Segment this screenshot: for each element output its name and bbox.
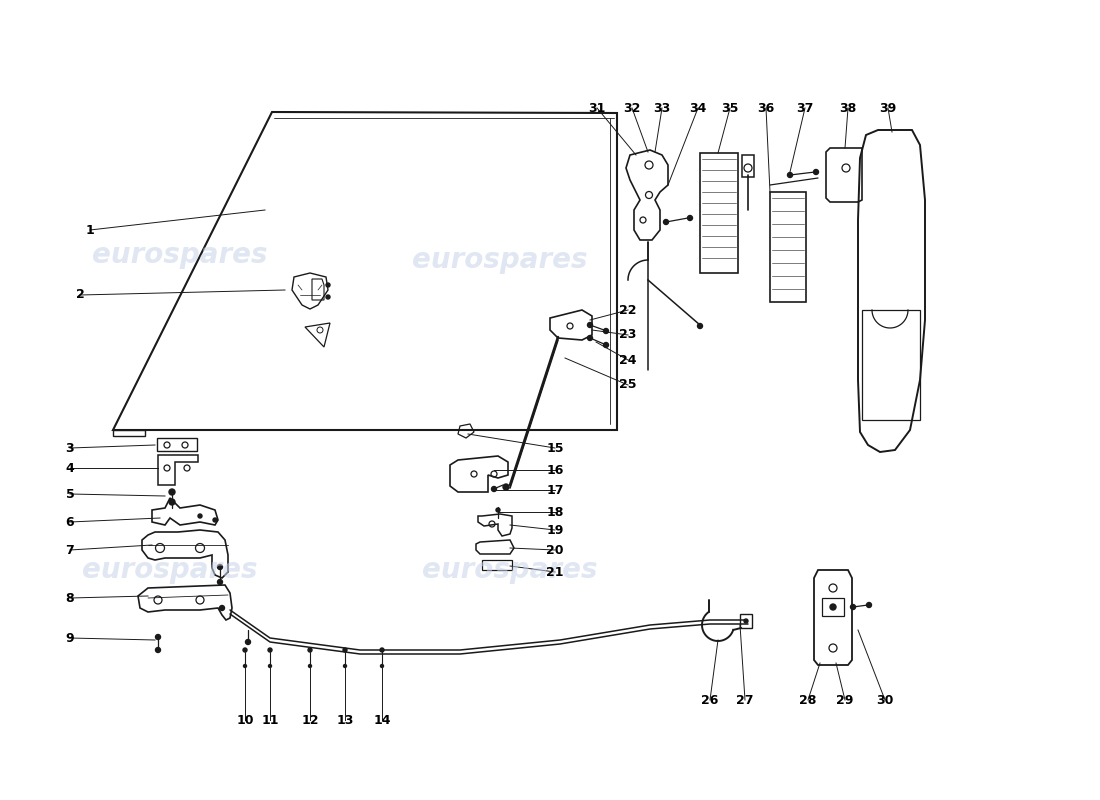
Text: 16: 16 [547, 463, 563, 477]
Text: 4: 4 [66, 462, 75, 474]
Circle shape [343, 665, 346, 667]
Circle shape [326, 283, 330, 287]
Circle shape [744, 619, 748, 623]
Circle shape [814, 170, 818, 174]
Circle shape [268, 665, 272, 667]
Circle shape [326, 295, 330, 299]
Text: 37: 37 [796, 102, 814, 114]
Text: 23: 23 [619, 329, 637, 342]
Text: 39: 39 [879, 102, 896, 114]
Text: 24: 24 [619, 354, 637, 366]
Circle shape [587, 335, 593, 341]
Circle shape [155, 634, 161, 639]
Circle shape [155, 647, 161, 653]
Text: 17: 17 [547, 483, 563, 497]
Text: 36: 36 [758, 102, 774, 114]
Text: 21: 21 [547, 566, 563, 578]
Text: 15: 15 [547, 442, 563, 454]
Circle shape [688, 215, 693, 221]
Bar [157, 438, 197, 451]
Circle shape [218, 579, 222, 585]
Bar [742, 155, 754, 177]
Circle shape [788, 173, 792, 178]
Circle shape [496, 508, 500, 512]
Text: 18: 18 [547, 506, 563, 518]
Circle shape [308, 648, 312, 652]
Circle shape [218, 565, 222, 570]
Text: 1: 1 [86, 223, 95, 237]
Text: 10: 10 [236, 714, 254, 726]
Text: 22: 22 [619, 303, 637, 317]
Circle shape [503, 484, 509, 490]
Circle shape [381, 665, 384, 667]
Bar [700, 153, 738, 273]
Text: 7: 7 [66, 543, 75, 557]
Text: 8: 8 [66, 591, 75, 605]
Text: 3: 3 [66, 442, 75, 454]
Circle shape [169, 499, 175, 505]
Text: 2: 2 [76, 289, 85, 302]
Text: 28: 28 [800, 694, 816, 706]
Bar [740, 614, 752, 628]
Circle shape [379, 648, 384, 652]
Circle shape [268, 648, 272, 652]
Circle shape [220, 606, 224, 610]
Text: 34: 34 [690, 102, 706, 114]
Circle shape [830, 604, 836, 610]
Text: eurospares: eurospares [412, 246, 587, 274]
Text: eurospares: eurospares [92, 241, 267, 269]
Bar [482, 560, 512, 570]
Text: 29: 29 [836, 694, 854, 706]
Circle shape [243, 665, 246, 667]
Circle shape [697, 323, 703, 329]
Text: 6: 6 [66, 515, 75, 529]
Text: 33: 33 [653, 102, 671, 114]
Text: 5: 5 [66, 487, 75, 501]
Circle shape [867, 602, 871, 607]
Circle shape [343, 648, 346, 652]
Circle shape [604, 329, 608, 334]
Circle shape [308, 665, 311, 667]
Text: 27: 27 [736, 694, 754, 706]
Circle shape [245, 639, 251, 645]
Text: 19: 19 [547, 523, 563, 537]
Bar [822, 598, 844, 616]
Text: eurospares: eurospares [422, 556, 597, 584]
Circle shape [243, 648, 248, 652]
Circle shape [587, 322, 593, 327]
Text: 35: 35 [722, 102, 739, 114]
Text: 30: 30 [877, 694, 893, 706]
Circle shape [850, 605, 856, 610]
Text: 11: 11 [262, 714, 278, 726]
Text: eurospares: eurospares [82, 556, 257, 584]
Bar [770, 192, 806, 302]
Bar [862, 310, 920, 420]
Text: 26: 26 [702, 694, 718, 706]
Text: 13: 13 [337, 714, 354, 726]
Circle shape [213, 518, 217, 522]
Circle shape [198, 514, 202, 518]
Text: 12: 12 [301, 714, 319, 726]
Text: 25: 25 [619, 378, 637, 391]
Circle shape [169, 489, 175, 495]
Text: 14: 14 [373, 714, 390, 726]
Circle shape [492, 486, 496, 491]
Text: 31: 31 [588, 102, 606, 114]
Text: 9: 9 [66, 631, 75, 645]
Text: 38: 38 [839, 102, 857, 114]
Text: 32: 32 [624, 102, 640, 114]
Circle shape [663, 219, 669, 225]
Text: 20: 20 [547, 543, 563, 557]
Circle shape [604, 342, 608, 347]
